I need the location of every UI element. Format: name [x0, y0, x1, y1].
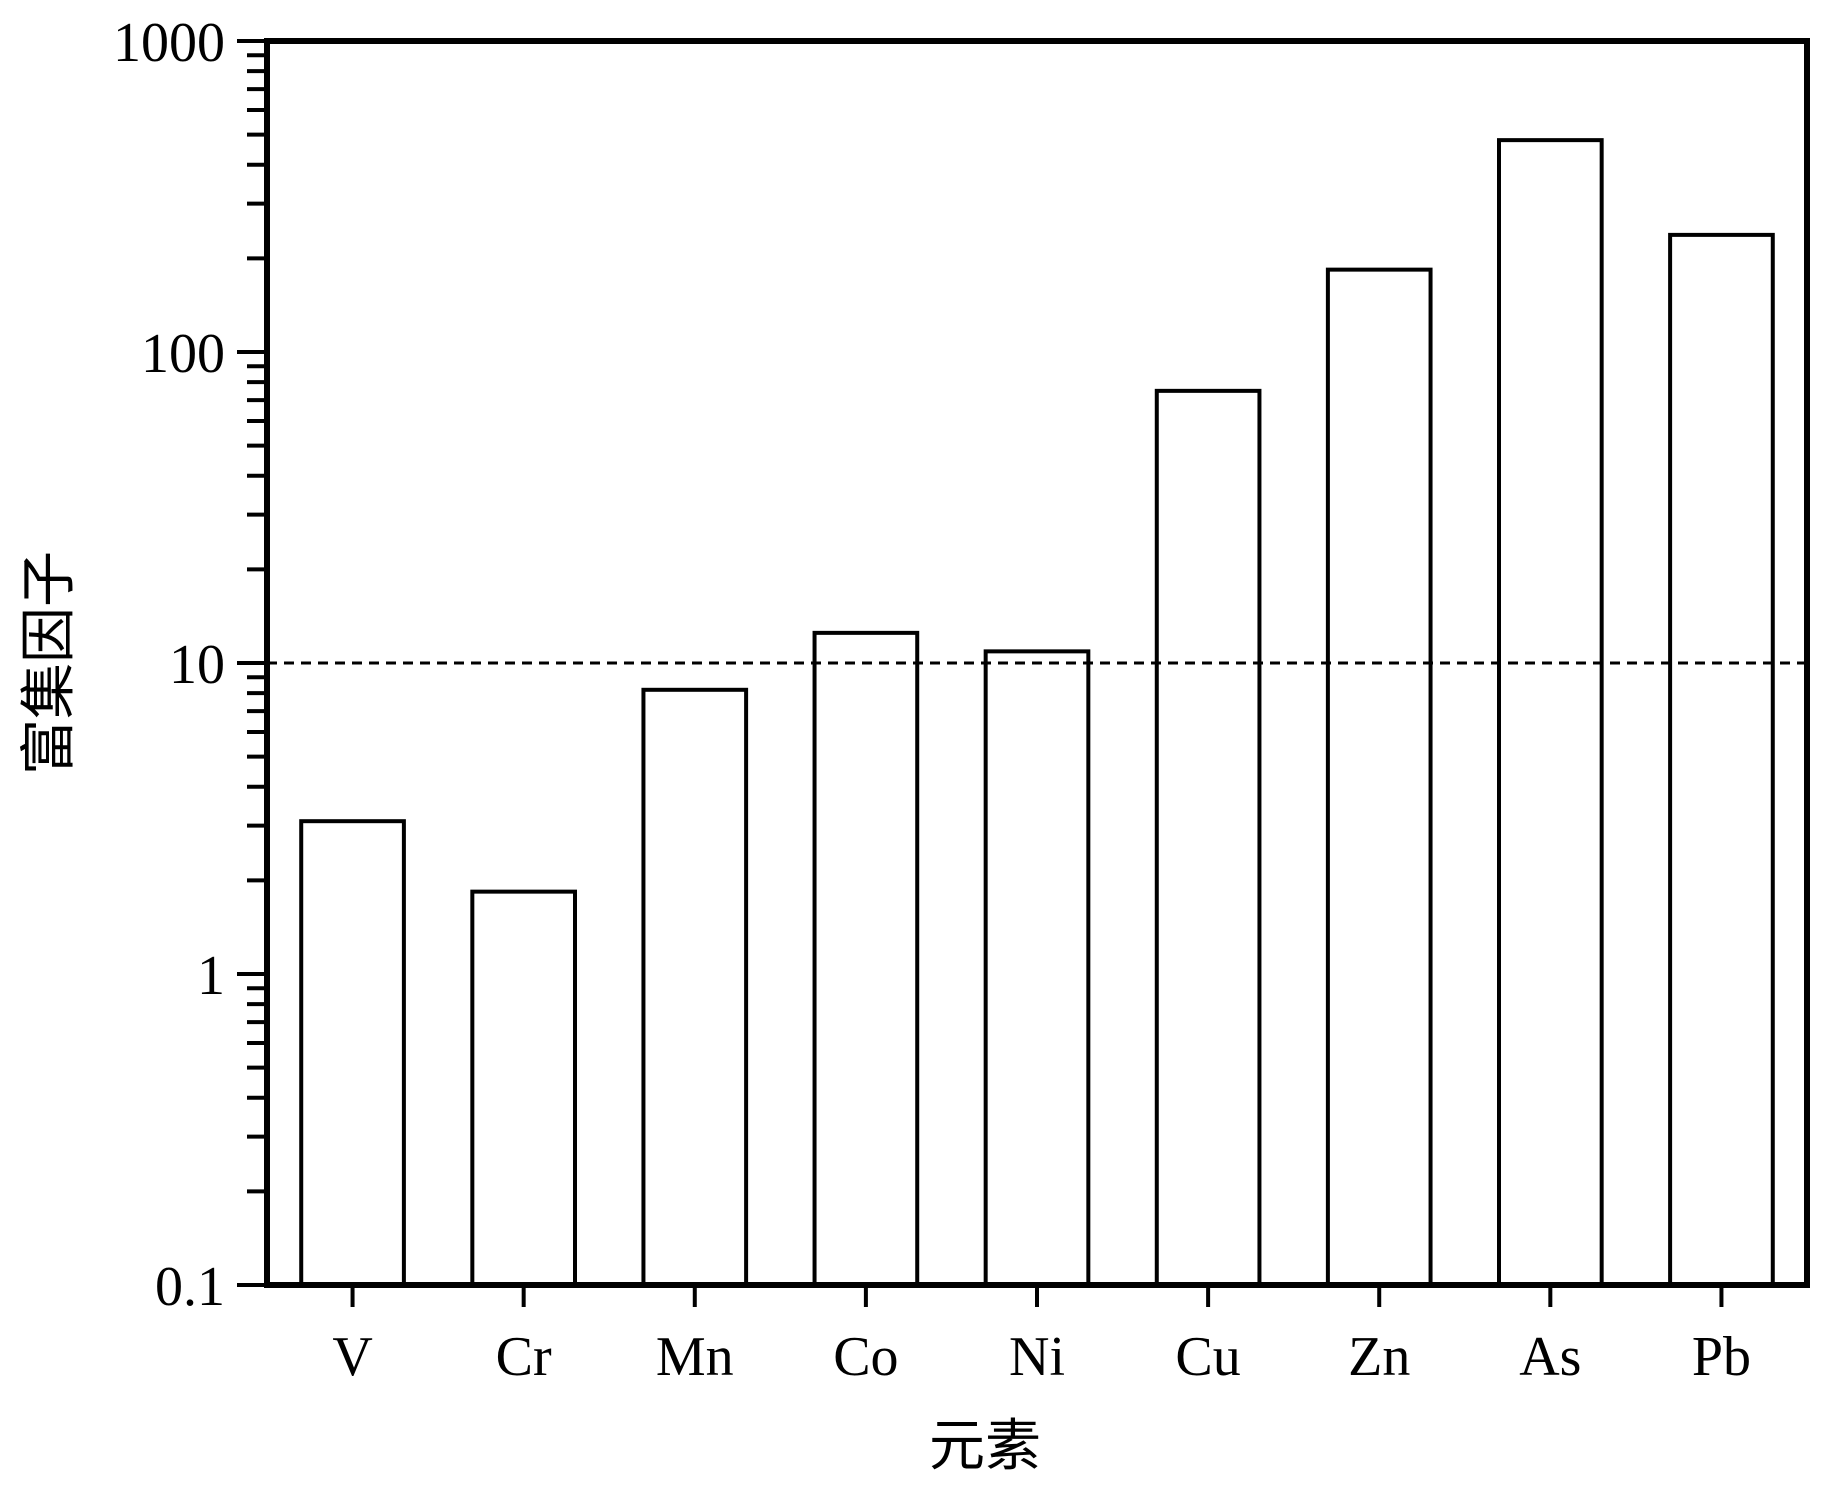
- y-tick-label: 1: [197, 945, 225, 1007]
- x-tick-label: V: [332, 1326, 372, 1388]
- x-axis-label: 元素: [929, 1416, 1041, 1478]
- x-tick-label: Cu: [1175, 1326, 1240, 1388]
- bar: [641, 687, 749, 1287]
- y-tick-label: 0.1: [155, 1256, 225, 1318]
- x-tick-label: Pb: [1692, 1326, 1751, 1388]
- x-tick-label: Zn: [1348, 1326, 1410, 1388]
- x-tick-label: Cr: [496, 1326, 552, 1388]
- bar: [812, 630, 920, 1287]
- bar: [983, 649, 1091, 1287]
- bar: [299, 819, 406, 1287]
- bar: [1154, 388, 1262, 1287]
- y-tick-label: 100: [141, 323, 225, 385]
- bar: [1668, 232, 1775, 1288]
- bar: [470, 889, 578, 1287]
- bar: [1325, 267, 1433, 1287]
- y-tick-label: 10: [169, 634, 225, 696]
- y-axis-label: 富集因子: [19, 551, 81, 775]
- y-tick-label: 1000: [113, 12, 225, 74]
- x-tick-label: Co: [833, 1326, 898, 1388]
- plot-frame: [264, 38, 1810, 1288]
- x-tick-label: As: [1519, 1326, 1581, 1388]
- bar: [1497, 138, 1604, 1287]
- x-tick-label: Ni: [1009, 1326, 1065, 1388]
- x-tick-label: Mn: [656, 1326, 734, 1388]
